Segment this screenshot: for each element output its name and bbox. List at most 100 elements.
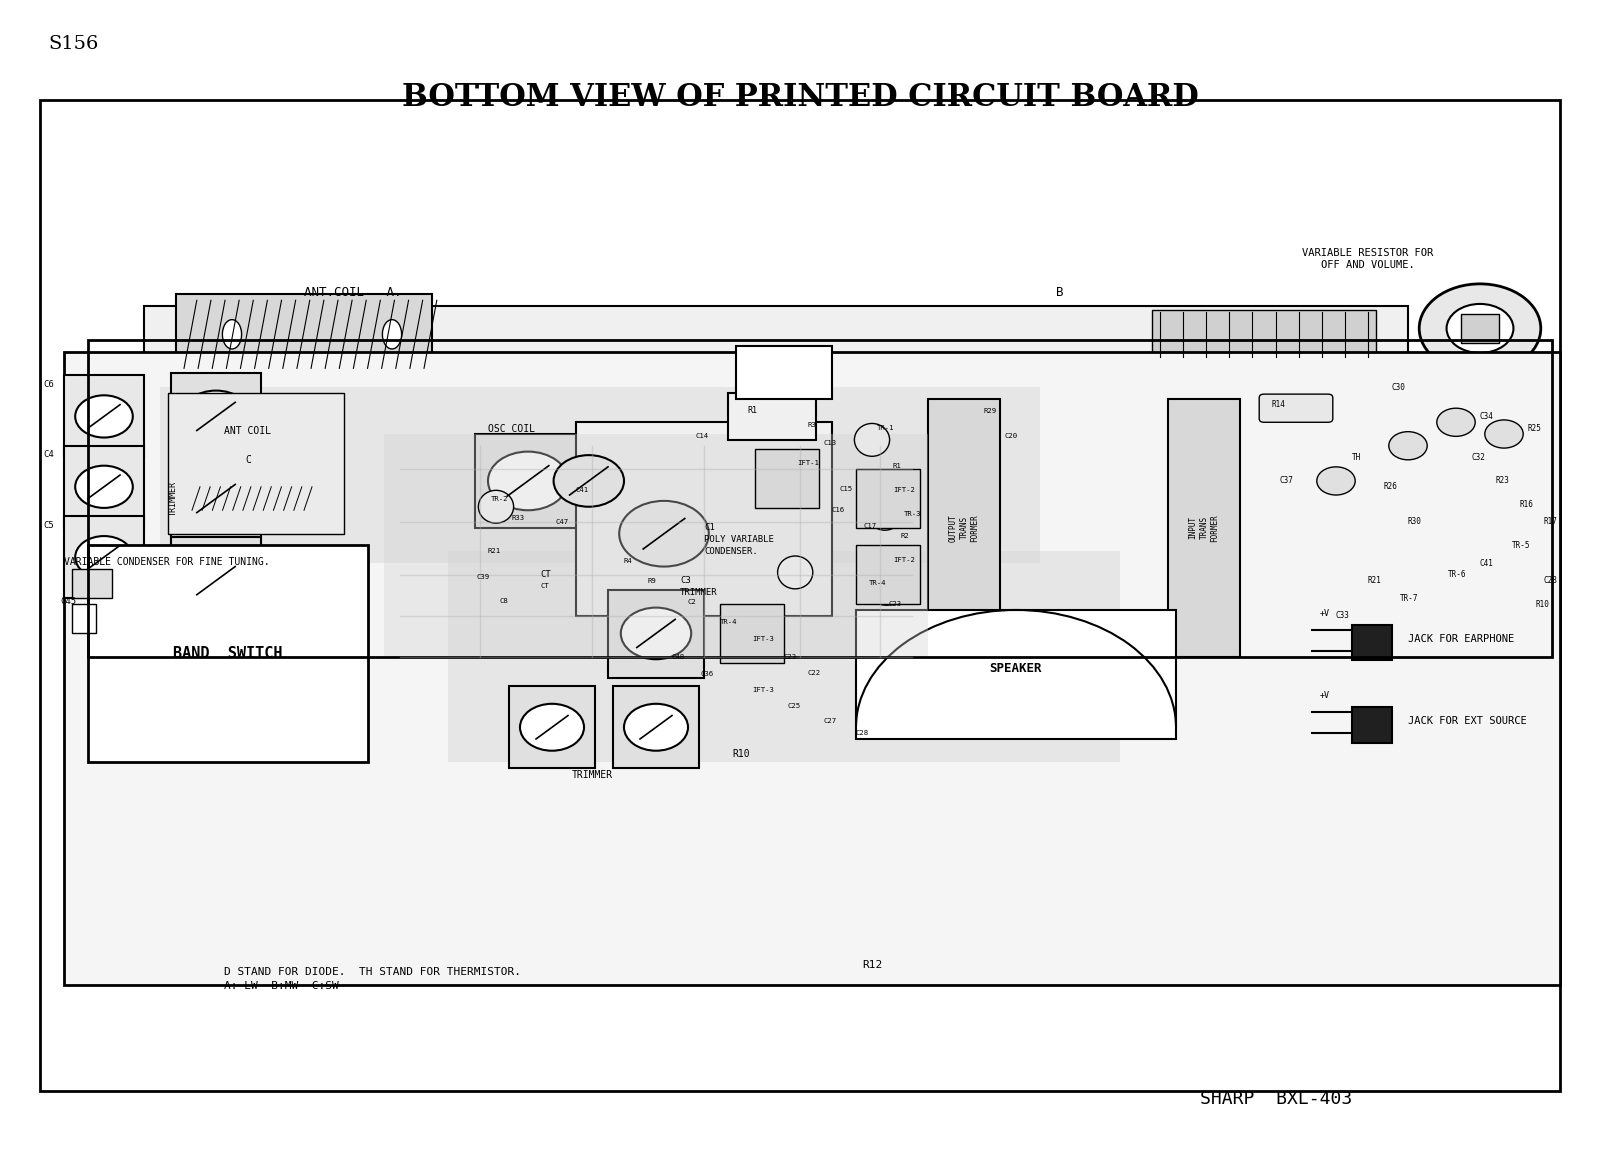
Bar xyxy=(576,422,832,616)
Text: TR-1: TR-1 xyxy=(877,425,894,432)
Text: R3: R3 xyxy=(808,421,816,428)
Text: R14: R14 xyxy=(1272,400,1286,409)
Text: C30: C30 xyxy=(1392,382,1406,392)
Text: OUTPUT
TRANS
FORMER: OUTPUT TRANS FORMER xyxy=(949,514,979,542)
Text: C2: C2 xyxy=(688,598,696,605)
Circle shape xyxy=(1317,467,1355,495)
Text: C15: C15 xyxy=(840,486,853,493)
Text: TR-4: TR-4 xyxy=(720,618,738,625)
Text: C13: C13 xyxy=(824,440,837,447)
Text: C: C xyxy=(245,455,251,466)
Text: R1: R1 xyxy=(893,462,901,469)
Ellipse shape xyxy=(869,572,904,605)
Text: R9: R9 xyxy=(648,577,656,584)
Bar xyxy=(448,551,1120,762)
Text: C48: C48 xyxy=(672,653,685,660)
Text: C14: C14 xyxy=(696,433,709,440)
Bar xyxy=(720,604,784,663)
Bar xyxy=(475,434,581,528)
Text: C23: C23 xyxy=(784,653,797,660)
Text: C25: C25 xyxy=(787,703,800,710)
Text: BAND  SWITCH: BAND SWITCH xyxy=(173,646,283,662)
Bar xyxy=(64,516,144,598)
Text: B: B xyxy=(1056,286,1064,299)
Text: C22: C22 xyxy=(808,670,821,677)
Bar xyxy=(64,446,144,528)
Bar xyxy=(88,340,1552,657)
Text: S156: S156 xyxy=(48,35,98,53)
Bar xyxy=(171,455,261,543)
Text: IFT-2: IFT-2 xyxy=(893,487,915,494)
Text: OSC COIL: OSC COIL xyxy=(488,423,536,434)
Circle shape xyxy=(75,536,133,578)
Text: C1
POLY VARIABLE
CONDENSER.: C1 POLY VARIABLE CONDENSER. xyxy=(704,523,774,556)
Text: R1: R1 xyxy=(747,406,757,415)
Bar xyxy=(1168,399,1240,657)
Text: JACK FOR EXT SOURCE: JACK FOR EXT SOURCE xyxy=(1408,717,1526,726)
Text: TR-6: TR-6 xyxy=(1448,570,1467,579)
Text: TR-5: TR-5 xyxy=(1512,541,1531,550)
Bar xyxy=(88,545,368,762)
Ellipse shape xyxy=(854,423,890,456)
Text: IFT-1: IFT-1 xyxy=(797,460,819,467)
Text: C28: C28 xyxy=(1544,576,1558,585)
Text: SHARP  BXL-403: SHARP BXL-403 xyxy=(1200,1091,1352,1108)
Circle shape xyxy=(619,501,709,567)
Text: C45: C45 xyxy=(61,597,77,606)
Ellipse shape xyxy=(382,319,402,350)
Bar xyxy=(160,387,1040,563)
Text: R30: R30 xyxy=(1408,517,1422,527)
Text: R10: R10 xyxy=(733,748,750,759)
Text: C28: C28 xyxy=(856,730,869,737)
Bar xyxy=(72,604,96,633)
Text: ANT COIL: ANT COIL xyxy=(224,426,272,436)
Bar xyxy=(1352,707,1392,743)
Bar xyxy=(72,569,112,598)
Bar xyxy=(613,686,699,768)
Text: IFT-2: IFT-2 xyxy=(893,556,915,563)
Text: TRIMMER: TRIMMER xyxy=(168,481,178,516)
Text: CT: CT xyxy=(541,570,552,579)
Text: C3
TRIMMER: C3 TRIMMER xyxy=(680,576,718,597)
Circle shape xyxy=(181,473,251,524)
Text: R23: R23 xyxy=(1496,476,1510,486)
Circle shape xyxy=(624,704,688,751)
Text: C39: C39 xyxy=(477,574,490,581)
Bar xyxy=(856,469,920,528)
Bar xyxy=(728,393,816,440)
Circle shape xyxy=(1437,408,1475,436)
Bar xyxy=(856,610,1176,739)
Text: R4: R4 xyxy=(624,557,632,564)
Text: R21: R21 xyxy=(488,548,501,555)
Text: C27: C27 xyxy=(824,718,837,725)
Text: C23: C23 xyxy=(888,601,901,608)
Text: C41: C41 xyxy=(1480,558,1494,568)
Text: R16: R16 xyxy=(1520,500,1534,509)
Bar xyxy=(856,545,920,604)
Text: +V: +V xyxy=(1320,609,1330,618)
Bar xyxy=(171,537,261,625)
Ellipse shape xyxy=(774,474,810,507)
Text: TR-4: TR-4 xyxy=(869,579,886,586)
Bar xyxy=(509,686,595,768)
Circle shape xyxy=(1485,420,1523,448)
Bar xyxy=(736,346,832,399)
Circle shape xyxy=(75,466,133,508)
Circle shape xyxy=(1446,304,1514,353)
Text: C6: C6 xyxy=(43,380,54,389)
Circle shape xyxy=(554,455,624,507)
Text: C8: C8 xyxy=(499,597,507,604)
Text: R10: R10 xyxy=(1536,599,1550,609)
Bar xyxy=(928,399,1000,657)
Text: R25: R25 xyxy=(1528,423,1542,433)
Text: C5: C5 xyxy=(43,521,54,530)
Text: R29: R29 xyxy=(984,407,997,414)
Circle shape xyxy=(488,452,568,510)
Circle shape xyxy=(1389,432,1427,460)
Bar xyxy=(40,100,1560,1091)
Ellipse shape xyxy=(478,490,514,523)
Text: TR-2: TR-2 xyxy=(491,495,509,502)
Circle shape xyxy=(520,704,584,751)
Bar xyxy=(144,306,1408,362)
Text: R21: R21 xyxy=(1368,576,1382,585)
